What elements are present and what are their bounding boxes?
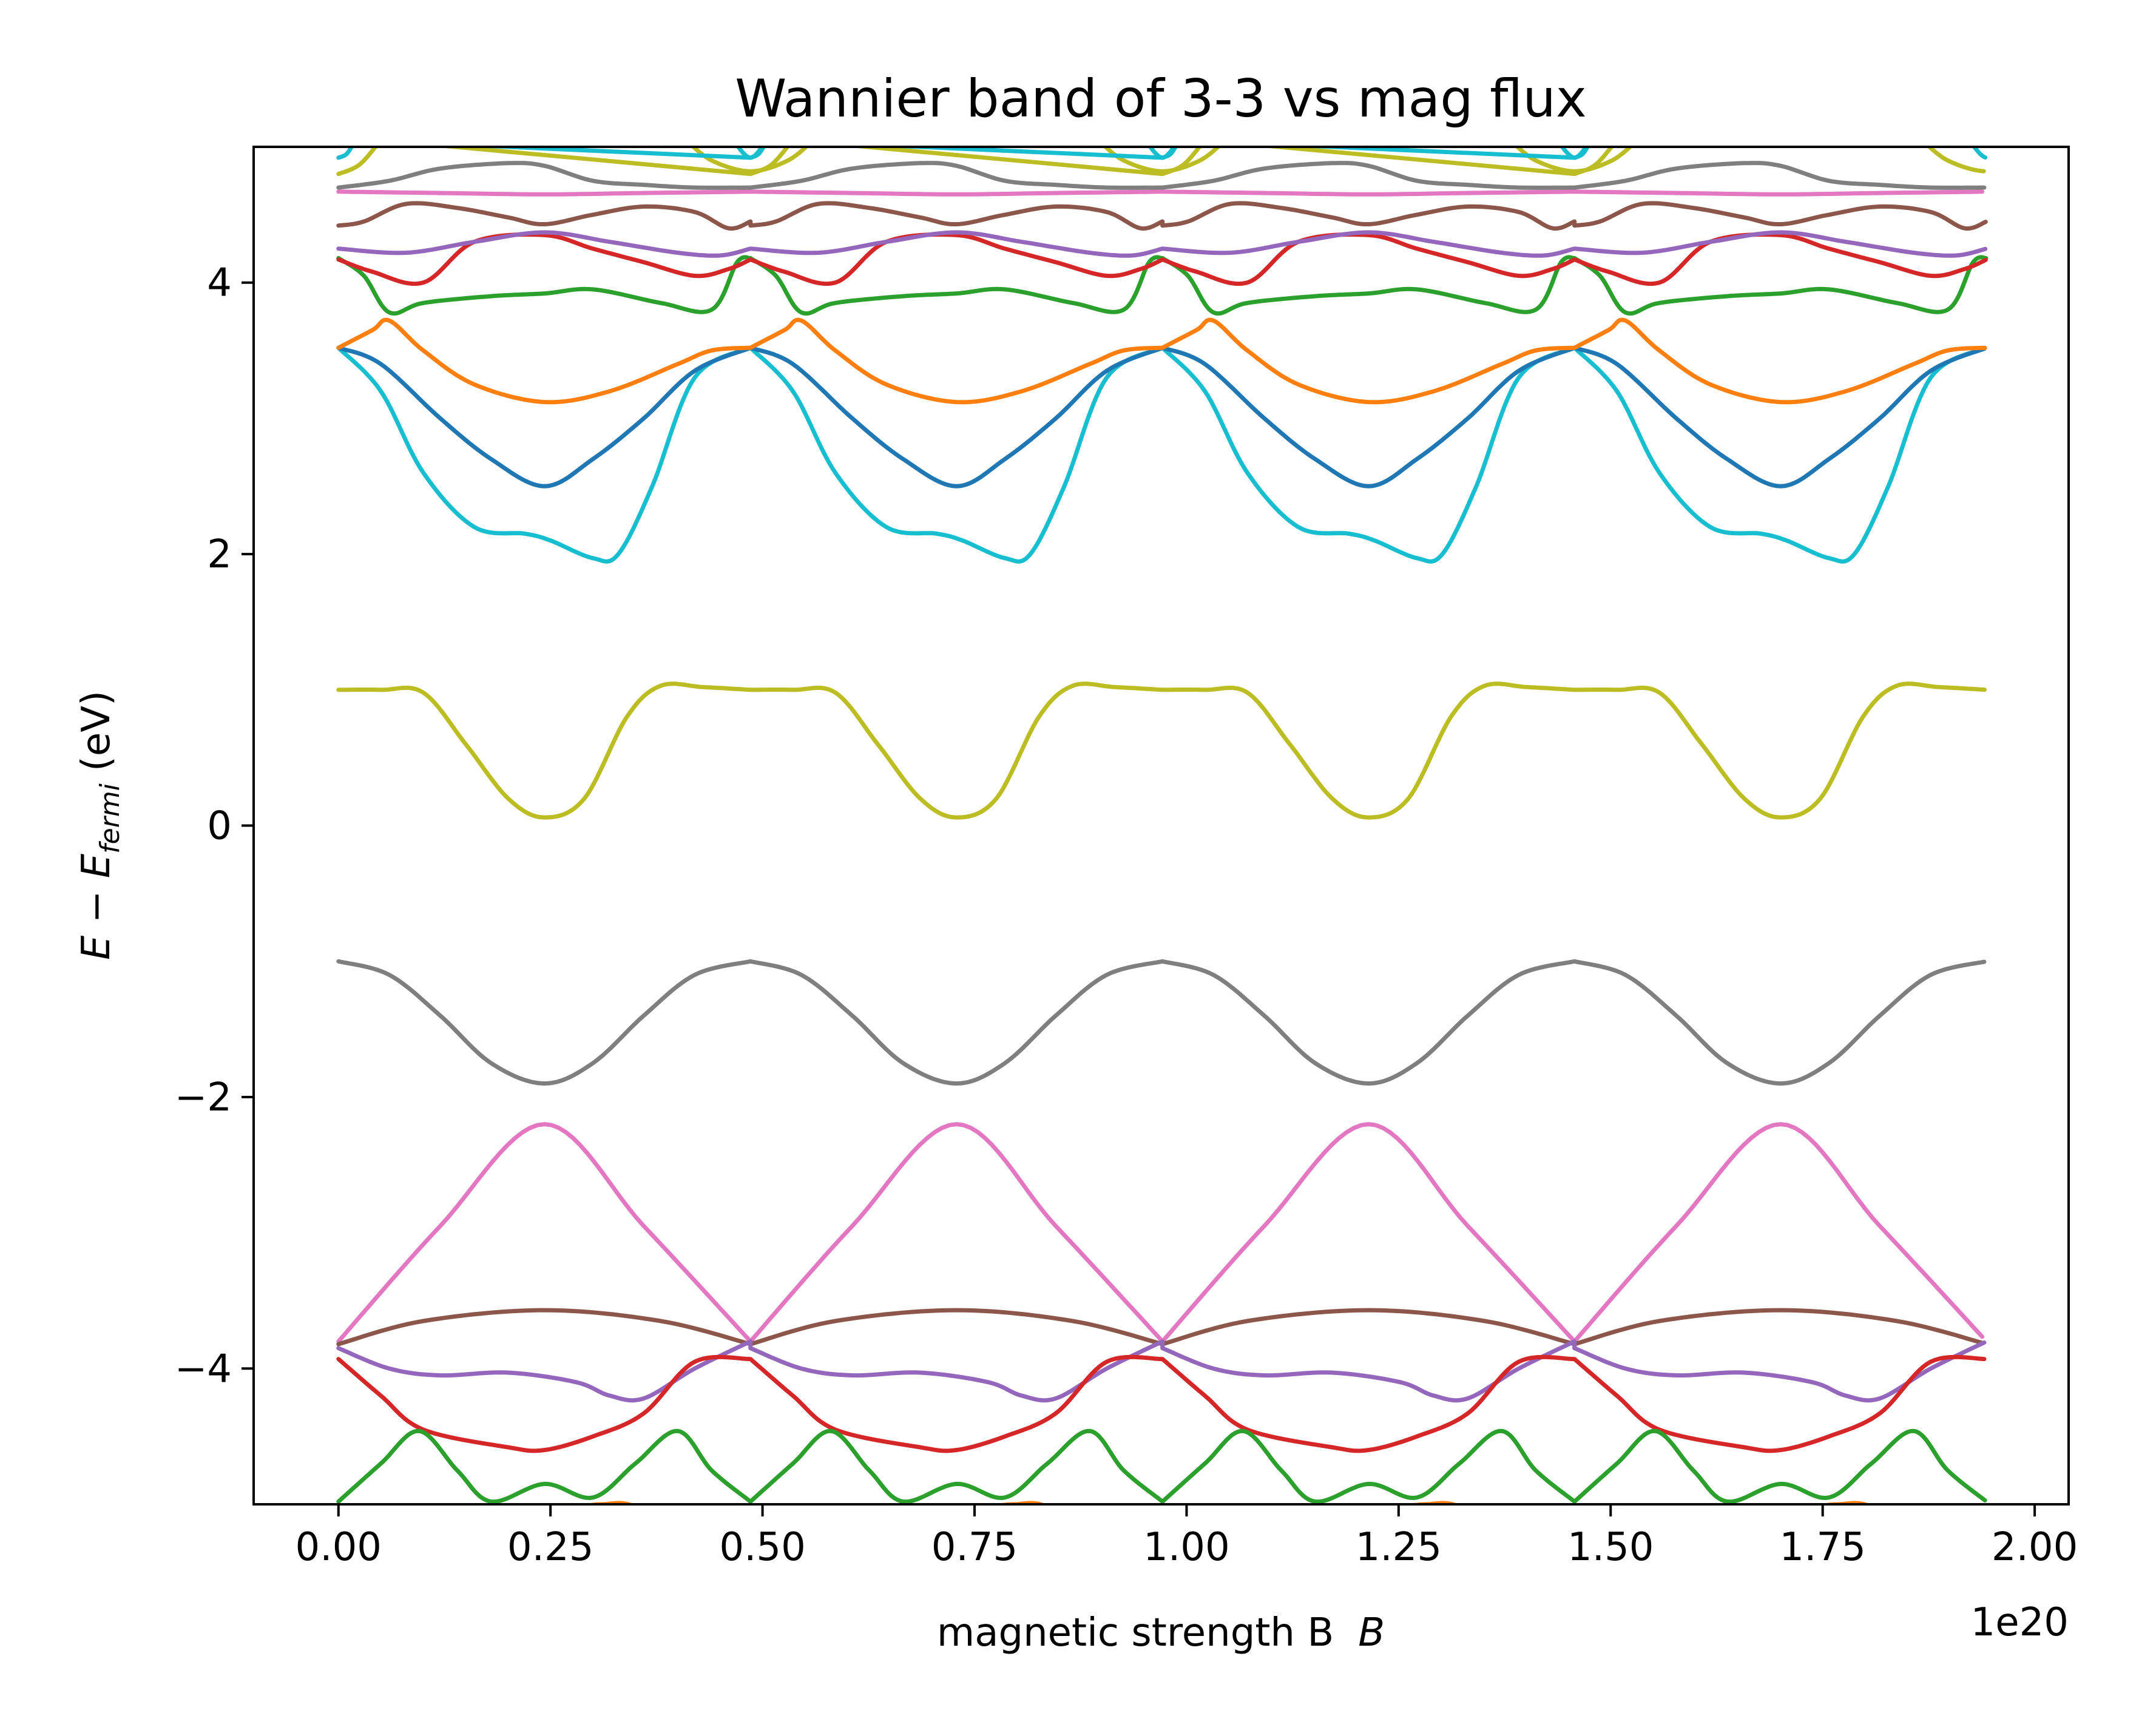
series-line-14 [336, 201, 1988, 231]
series-line-4 [336, 1339, 1987, 1403]
x-axis-offset-label: 1e20 [1970, 1600, 2069, 1645]
plot-area [254, 147, 2069, 1504]
x-tick-label: 0.00 [296, 1525, 382, 1570]
x-tick-label: 2.00 [1992, 1525, 2078, 1570]
series-line-1 [336, 959, 1987, 1086]
x-tick-label: 1.00 [1143, 1525, 1230, 1570]
series-line-18 [690, 147, 1986, 174]
x-tick-label: 1.50 [1567, 1525, 1654, 1570]
series-line-6 [336, 1428, 1987, 1504]
y-tick-label: 2 [207, 532, 232, 577]
x-tick-label: 1.75 [1779, 1525, 1866, 1570]
y-axis-label-subscript: fermi [95, 783, 126, 854]
y-tick-label: −4 [175, 1347, 232, 1391]
series-line-5 [336, 1354, 1987, 1453]
y-axis-label: E − Efermi (eV) [74, 691, 126, 960]
chart-title: Wannier band of 3-3 vs mag flux [735, 69, 1587, 129]
y-axis: −4 −2 0 2 4 [175, 261, 254, 1391]
y-tick-label: −2 [175, 1075, 232, 1120]
y-axis-label-unit: (eV) [74, 691, 119, 771]
series-line-15 [336, 189, 1984, 197]
x-tick-label: 0.50 [719, 1525, 806, 1570]
series-line-13 [336, 230, 1988, 258]
x-axis-label: magnetic strength B B [937, 1610, 1385, 1655]
series-line-0 [336, 681, 1987, 820]
x-tick-label: 0.25 [507, 1525, 594, 1570]
x-tick-label: 0.75 [931, 1525, 1018, 1570]
y-axis-label-text: E − E [74, 853, 119, 960]
series-line-20 [735, 147, 1988, 160]
x-axis: 0.00 0.25 0.50 0.75 1.00 1.25 1.50 1.75 2.00 [296, 1504, 2078, 1570]
x-axis-label-text: magnetic strength B [937, 1610, 1334, 1655]
series-layer [336, 147, 1989, 1504]
x-tick-label: 1.25 [1356, 1525, 1442, 1570]
series-line-16 [336, 161, 1987, 190]
x-axis-label-symbol: B [1358, 1610, 1385, 1655]
series-line-2 [336, 1122, 1984, 1344]
series-line-10 [336, 317, 1987, 405]
y-tick-label: 0 [207, 804, 232, 849]
y-tick-label: 4 [207, 261, 232, 306]
